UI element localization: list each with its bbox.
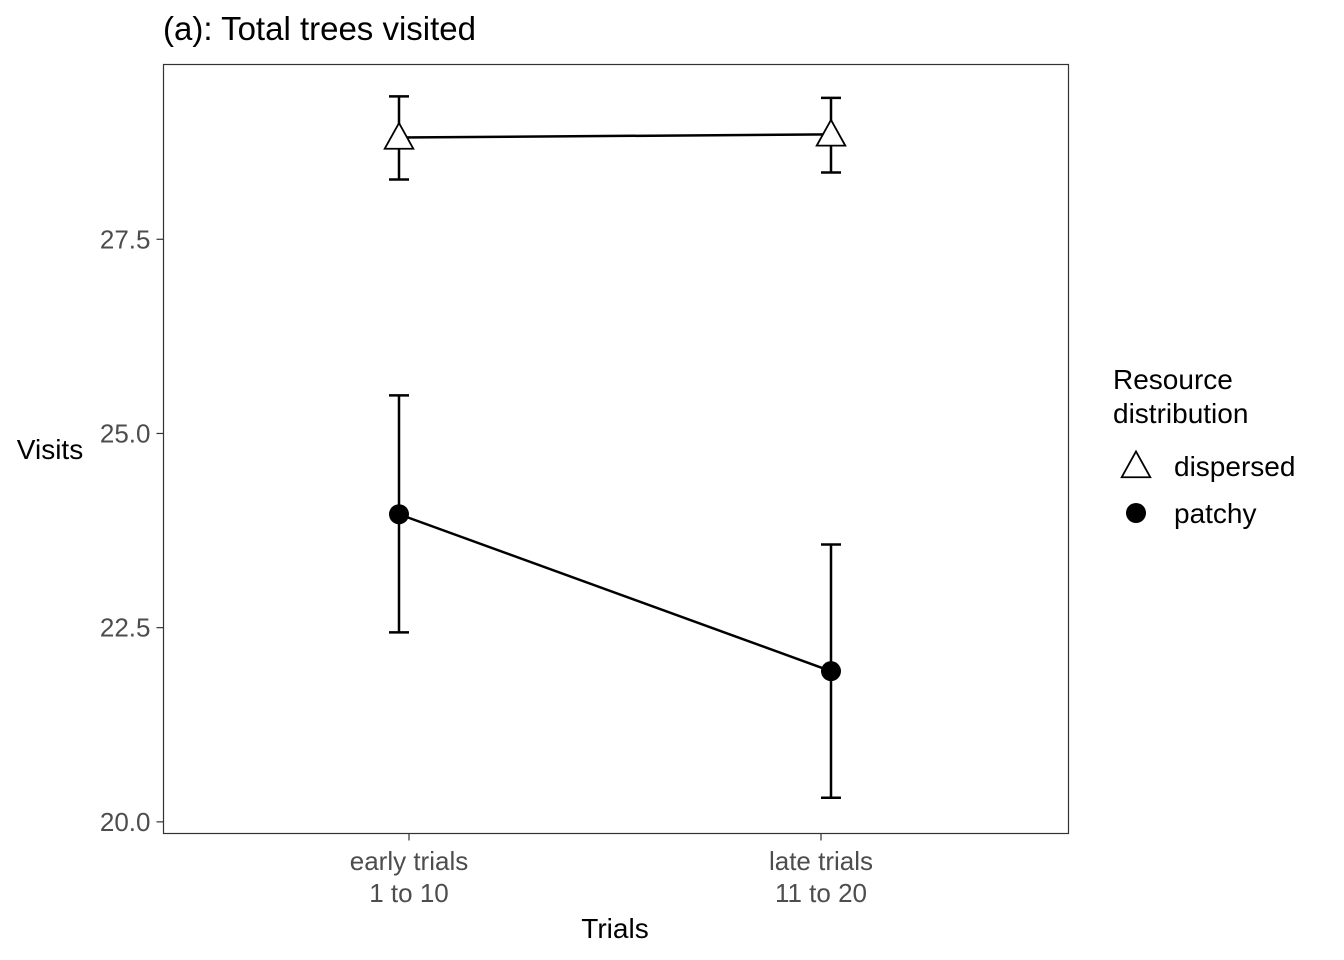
data-point [389,504,409,525]
legend-title: Resource [1113,364,1233,395]
legend-label: patchy [1174,498,1257,529]
series-dispersed [383,95,847,181]
data-point [821,661,841,682]
legend-item-dispersed: dispersed [1120,449,1295,482]
y-tick-label: 25.0 [100,418,151,448]
chart-title: (a): Total trees visited [163,10,476,47]
data-point [383,121,415,150]
plot-panel [162,63,1070,835]
x-tick-label: 1 to 10 [369,878,449,908]
data-point [815,118,847,147]
x-axis-title: Trials [581,913,648,944]
legend-title: distribution [1113,398,1248,429]
legend-key [1126,503,1146,523]
y-tick-label: 22.5 [100,613,151,643]
series-line [398,133,832,139]
x-tick-label: 11 to 20 [775,878,867,908]
legend-label: dispersed [1174,451,1295,482]
y-axis: 20.0 22.5 25.0 27.5 [100,224,164,837]
series-line [398,513,832,673]
y-axis-title: Visits [17,434,83,465]
x-tick-label: late trials [769,846,873,876]
y-tick-label: 20.0 [100,807,151,837]
x-tick-label: early trials [350,846,468,876]
y-tick-label: 27.5 [100,224,151,254]
series-patchy [389,394,841,800]
legend-item-patchy: patchy [1126,498,1257,529]
series-layer [383,95,847,800]
legend-key [1120,449,1152,479]
